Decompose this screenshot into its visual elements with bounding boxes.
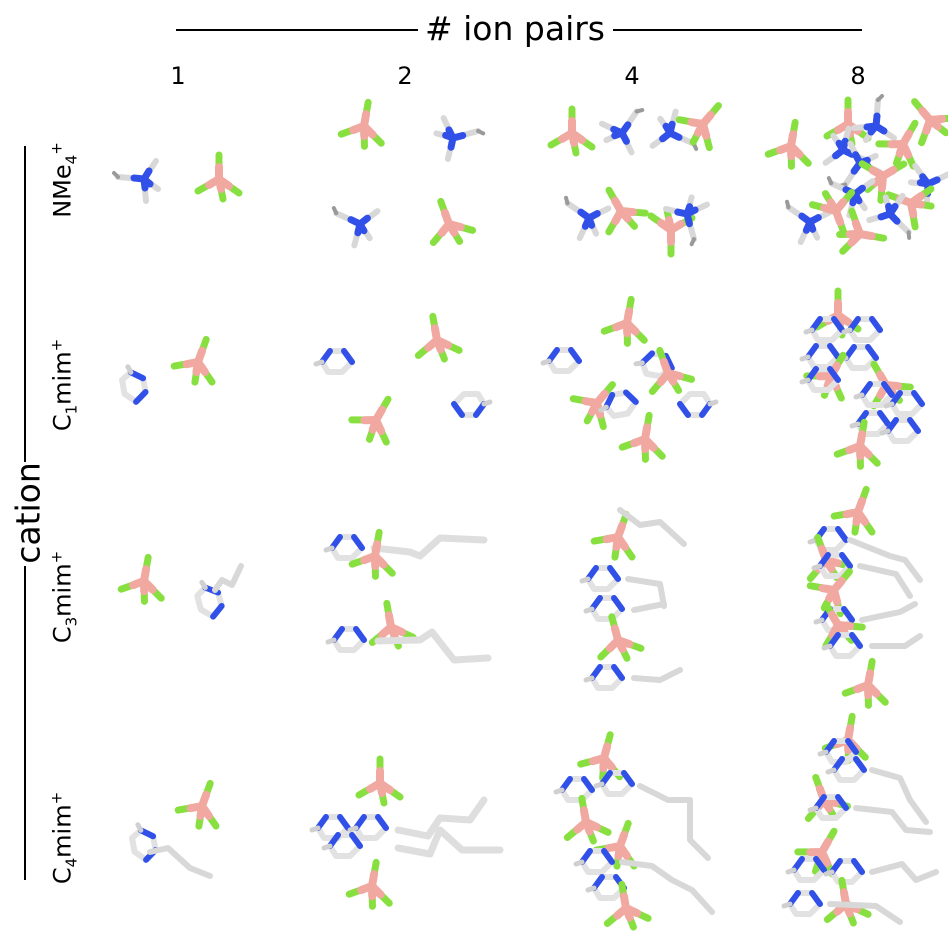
row-label-subscript: 4: [62, 857, 81, 868]
cell-c1mim-1: [120, 332, 225, 403]
cell-c3mim-8: [798, 482, 923, 708]
cell-c1mim-4: [543, 296, 716, 462]
row-label-c1mim: C1mim+: [48, 339, 81, 431]
row-label-rest: mim: [48, 563, 77, 617]
row-label-superscript: +: [47, 550, 66, 564]
cell-c1mim-8: [802, 291, 922, 469]
row-label-base: C: [48, 626, 77, 644]
cell-c1mim-2: [316, 313, 490, 447]
row-label-superscript: +: [47, 338, 66, 352]
row-label-base: C: [48, 414, 77, 432]
side-axis-title: cation: [8, 462, 48, 564]
row-label-superscript: +: [47, 142, 66, 155]
cell-c4mim-2: [312, 759, 504, 909]
cell-c3mim-2: [326, 529, 492, 664]
row-label-rest: mim: [48, 804, 77, 858]
row-label-c4mim: C4mim+: [48, 792, 81, 884]
row-label-c3mim: C3mim+: [48, 551, 81, 643]
top-axis-title: # ion pairs: [425, 9, 606, 48]
row-label-rest: mim: [48, 351, 77, 405]
cell-c3mim-4: [582, 507, 687, 688]
row-label-subscript: 1: [62, 404, 81, 415]
cell-nme4-1: [114, 155, 239, 201]
cell-nme4-2: [324, 99, 487, 250]
cell-nme4-8: [767, 89, 948, 258]
column-label-4: 4: [624, 62, 640, 90]
row-label-nme4: NMe4+: [48, 142, 81, 218]
row-label-subscript: 3: [62, 616, 81, 627]
cell-c3mim-1: [120, 554, 244, 619]
column-label-8: 8: [850, 62, 866, 90]
cell-c4mim-4: [556, 729, 715, 931]
cell-c4mim-8: [784, 713, 939, 928]
cell-nme4-4: [551, 92, 734, 254]
column-label-1: 1: [170, 62, 186, 90]
row-label-subscript: 4: [62, 154, 81, 165]
row-label-base: C: [48, 867, 77, 885]
row-label-superscript: +: [47, 791, 66, 805]
column-label-2: 2: [397, 62, 413, 90]
cell-c4mim-1: [130, 776, 229, 879]
row-label-base: NMe: [48, 164, 77, 218]
